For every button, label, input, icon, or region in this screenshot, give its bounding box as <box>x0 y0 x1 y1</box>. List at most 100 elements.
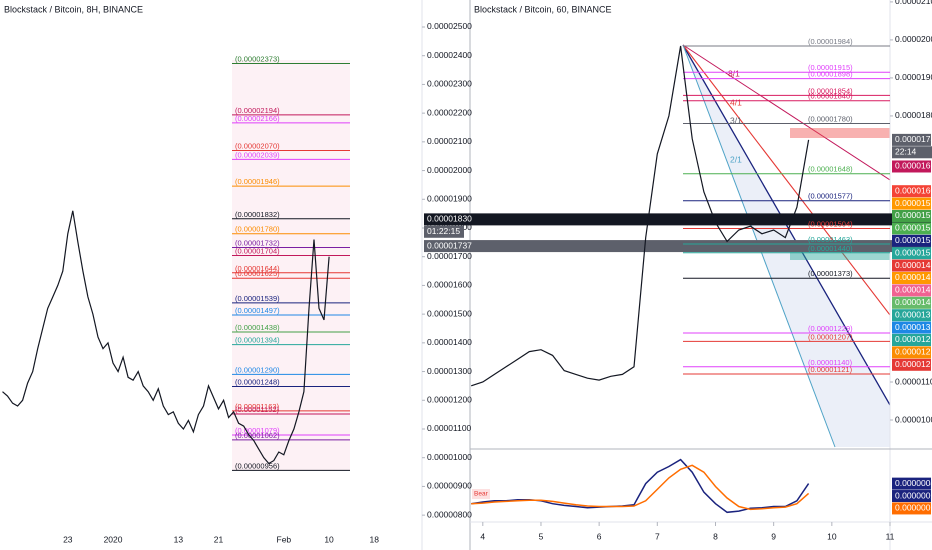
fib-level-label: (0.00001438) <box>235 323 280 332</box>
macd-badge-label: Bear <box>474 491 489 498</box>
fib-level-label: (0.00001373) <box>808 269 853 278</box>
y-tick-label: 0.00002200 <box>427 107 472 117</box>
y-tick-label: 0.00000900 <box>427 481 472 491</box>
y-tick-label: 0.00001000 <box>895 414 932 424</box>
fib-level-label: (0.00002070) <box>235 141 280 150</box>
price-tag-label: 0.00001533 <box>895 235 932 245</box>
x-tick-label: 5 <box>539 531 544 541</box>
price-tag-label: 0.00001470 <box>895 272 932 282</box>
x-tick-label: 18 <box>370 534 380 544</box>
countdown: 01:22:15 <box>427 226 460 236</box>
price-tag <box>892 133 931 146</box>
y-tick-label: 0.00001100 <box>427 423 472 433</box>
price-tag-label: 0.00001561 <box>895 210 932 220</box>
price-tag-label: 0.00000017 <box>895 503 932 513</box>
y-tick-label: 0.00001700 <box>427 251 472 261</box>
price-tag <box>892 284 931 297</box>
price-tag-label: 0.00001326 <box>895 322 932 332</box>
price-tag <box>424 240 931 253</box>
x-tick-label: 9 <box>771 531 776 541</box>
price-tag-label: 0.00001291 <box>895 334 932 344</box>
price-tag-label: 0.00001362 <box>895 309 932 319</box>
fib-level-label: (0.00001780) <box>808 115 853 124</box>
price-tag-label: 0.00001465 <box>895 285 932 295</box>
fib-level-label: (0.00001832) <box>235 210 280 219</box>
price-tag-label: 0.00001230 <box>895 359 932 369</box>
price-tag-label: 0.00001602 <box>895 185 932 195</box>
fib-level-label: (0.00001984) <box>808 37 853 46</box>
y-tick-label: 0.00002000 <box>895 34 932 44</box>
x-tick-label: 10 <box>324 534 334 544</box>
price-tag <box>892 234 931 247</box>
fib-level-label: (0.00002194) <box>235 106 280 115</box>
countdown: 22:14 <box>895 147 917 157</box>
fib-level-label: (0.00001121) <box>808 365 853 374</box>
price-tag <box>892 477 931 490</box>
fib-level-label: (0.00001577) <box>808 192 853 201</box>
y-tick-label: 0.00002400 <box>427 50 472 60</box>
fib-level-label: (0.00001229) <box>808 324 853 333</box>
price-tag <box>892 160 931 173</box>
fib-level-label: (0.00001207) <box>808 332 853 341</box>
fib-level-label: (0.00001854) <box>808 86 853 95</box>
price-tag <box>892 502 931 515</box>
fib-level-label: (0.00001780) <box>235 225 280 234</box>
fib-zone <box>232 60 350 470</box>
fib-level-label: (0.00001625) <box>235 269 280 278</box>
fib-level-label: (0.00002166) <box>235 114 280 123</box>
countdown-box <box>892 146 932 159</box>
fib-level-label: (0.00001248) <box>235 377 280 386</box>
y-tick-label: 0.00002100 <box>427 136 472 146</box>
fib-level-label: (0.00001840) <box>808 92 853 101</box>
y-tick-label: 0.00002000 <box>427 165 472 175</box>
y-tick-label: 0.00001500 <box>427 308 472 318</box>
price-tag <box>892 358 931 371</box>
macd-line <box>471 464 810 511</box>
price-tag-label: 0.00001412 <box>895 297 932 307</box>
chart-title: Blockstack / Bitcoin, 60, BINANCE <box>474 4 612 14</box>
price-tag <box>892 185 931 198</box>
y-tick-label: 0.00002300 <box>427 79 472 89</box>
y-tick-label: 0.00001100 <box>895 376 932 386</box>
y-tick-label: 0.00002100 <box>895 0 932 6</box>
fib-level-label: (0.00002373) <box>235 54 280 63</box>
price-tag <box>892 209 931 222</box>
price-tag <box>892 296 931 309</box>
fib-level-label: (0.00001497) <box>235 306 280 315</box>
price-tag-label: 0.00000023 <box>895 490 932 500</box>
price-tag <box>892 321 931 334</box>
x-tick-label: 23 <box>63 534 73 544</box>
x-tick-label: 7 <box>655 531 660 541</box>
trend-line <box>682 44 891 316</box>
fib-level-label: (0.00001504) <box>808 219 853 228</box>
price-tag <box>892 247 931 260</box>
price-tag <box>892 490 931 503</box>
price-line <box>2 210 330 465</box>
fib-level-label: (0.00001648) <box>808 165 853 174</box>
y-tick-label: 0.00001300 <box>427 366 472 376</box>
fib-level-label: (0.00001440) <box>808 244 853 253</box>
fib-level-label: (0.00001062) <box>235 431 280 440</box>
x-tick-label: 10 <box>827 531 837 541</box>
x-tick-label: 8 <box>713 531 718 541</box>
x-tick-label: 2020 <box>104 534 123 544</box>
fib-level-label: (0.00001163) <box>235 402 280 411</box>
price-tag-label: 0.00001737 <box>427 240 472 250</box>
x-tick-label: 6 <box>597 531 602 541</box>
price-tag-label: 0.00001513 <box>895 247 932 257</box>
gann-label: 2/1 <box>730 154 742 164</box>
macd-badge <box>472 489 490 499</box>
x-tick-label: 4 <box>480 531 485 541</box>
fib-level-label: (0.00002039) <box>235 150 280 159</box>
fib-level-label: (0.00001290) <box>235 365 280 374</box>
y-tick-label: 0.00001800 <box>895 110 932 120</box>
price-tag-label: 0.00001258 <box>895 347 932 357</box>
y-tick-label: 0.00001000 <box>427 452 472 462</box>
price-tag-label: 0.00001667 <box>895 161 932 171</box>
price-tag <box>892 271 931 284</box>
price-tag <box>892 259 931 272</box>
price-tag <box>892 346 931 359</box>
y-tick-label: 0.00001600 <box>427 280 472 290</box>
fib-level-label: (0.00001732) <box>235 239 280 248</box>
